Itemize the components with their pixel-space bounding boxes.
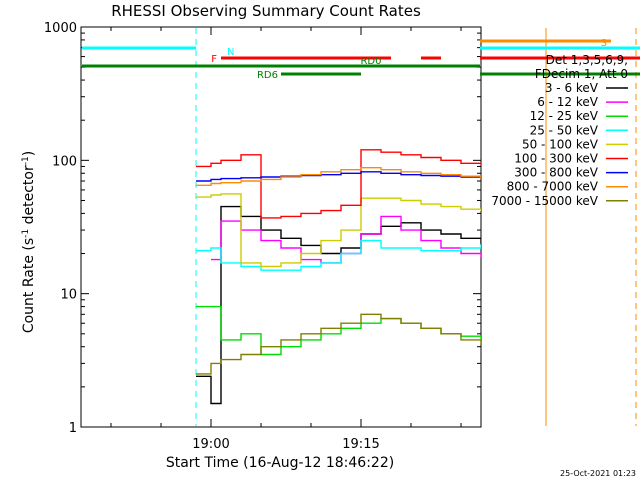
y-axis-label: Count Rate (s-1 detector-1): [21, 151, 37, 333]
series-line: [211, 215, 481, 264]
y-axis-label-part: Count Rate (s: [21, 238, 37, 333]
flag-label-n: N: [227, 47, 234, 58]
legend-label: 50 - 100 keV: [522, 137, 599, 151]
series-line: [196, 205, 481, 405]
legend-label: 300 - 800 keV: [514, 166, 598, 180]
y-tick-label: 1000: [44, 21, 77, 36]
detector-info-line-2: FDecim 1, Att 0: [535, 67, 628, 81]
y-axis: 1 10 100 1000: [44, 21, 481, 436]
detector-info-line-1: Det 1,3,5,6,9,: [546, 53, 628, 67]
plot-border: [80, 26, 482, 428]
flag-label-f: F: [211, 54, 217, 65]
flag-label-rd6: RD6: [257, 70, 278, 81]
y-axis-label-part: detector: [21, 165, 37, 229]
y-tick-label: 10: [60, 288, 77, 303]
chart-title: RHESSI Observing Summary Count Rates: [111, 2, 421, 20]
x-tick-label: 19:00: [192, 437, 229, 452]
series-line: [196, 167, 481, 186]
series-lines: [196, 149, 481, 405]
flag-vertical-lines: [195, 28, 637, 426]
x-axis: 19:00 19:15: [110, 27, 462, 452]
series-line: [196, 313, 481, 375]
flag-label-s: S: [601, 38, 607, 49]
y-tick-label: 1: [69, 421, 77, 436]
series-line: [196, 149, 481, 219]
series-line: [196, 193, 481, 268]
legend-label: 12 - 25 keV: [530, 109, 599, 123]
plot-frame: [80, 26, 482, 428]
flag-bars: NF S RD0 RD6: [82, 38, 640, 81]
legend-label: 25 - 50 keV: [530, 123, 599, 137]
y-tick-label: 100: [52, 154, 77, 169]
legend-label: 100 - 300 keV: [514, 152, 598, 166]
series-line: [196, 305, 481, 356]
legend-label: 800 - 7000 keV: [507, 180, 599, 194]
y-axis-label-sup: -1: [21, 156, 31, 165]
y-axis-label-part: ): [21, 151, 37, 156]
legend-label: 6 - 12 keV: [537, 95, 599, 109]
legend-label: 3 - 6 keV: [545, 81, 599, 95]
series-line: [196, 171, 481, 182]
legend-label: 7000 - 15000 keV: [491, 194, 598, 208]
x-tick-label: 19:15: [342, 437, 379, 452]
series-line: [196, 239, 481, 271]
flag-label-rd0: RD0: [360, 56, 381, 67]
x-axis-label: Start Time (16-Aug-12 18:46:22): [166, 455, 394, 471]
y-axis-label-sup: -1: [21, 229, 31, 238]
timestamp: 25-Oct-2021 01:23: [560, 469, 636, 478]
